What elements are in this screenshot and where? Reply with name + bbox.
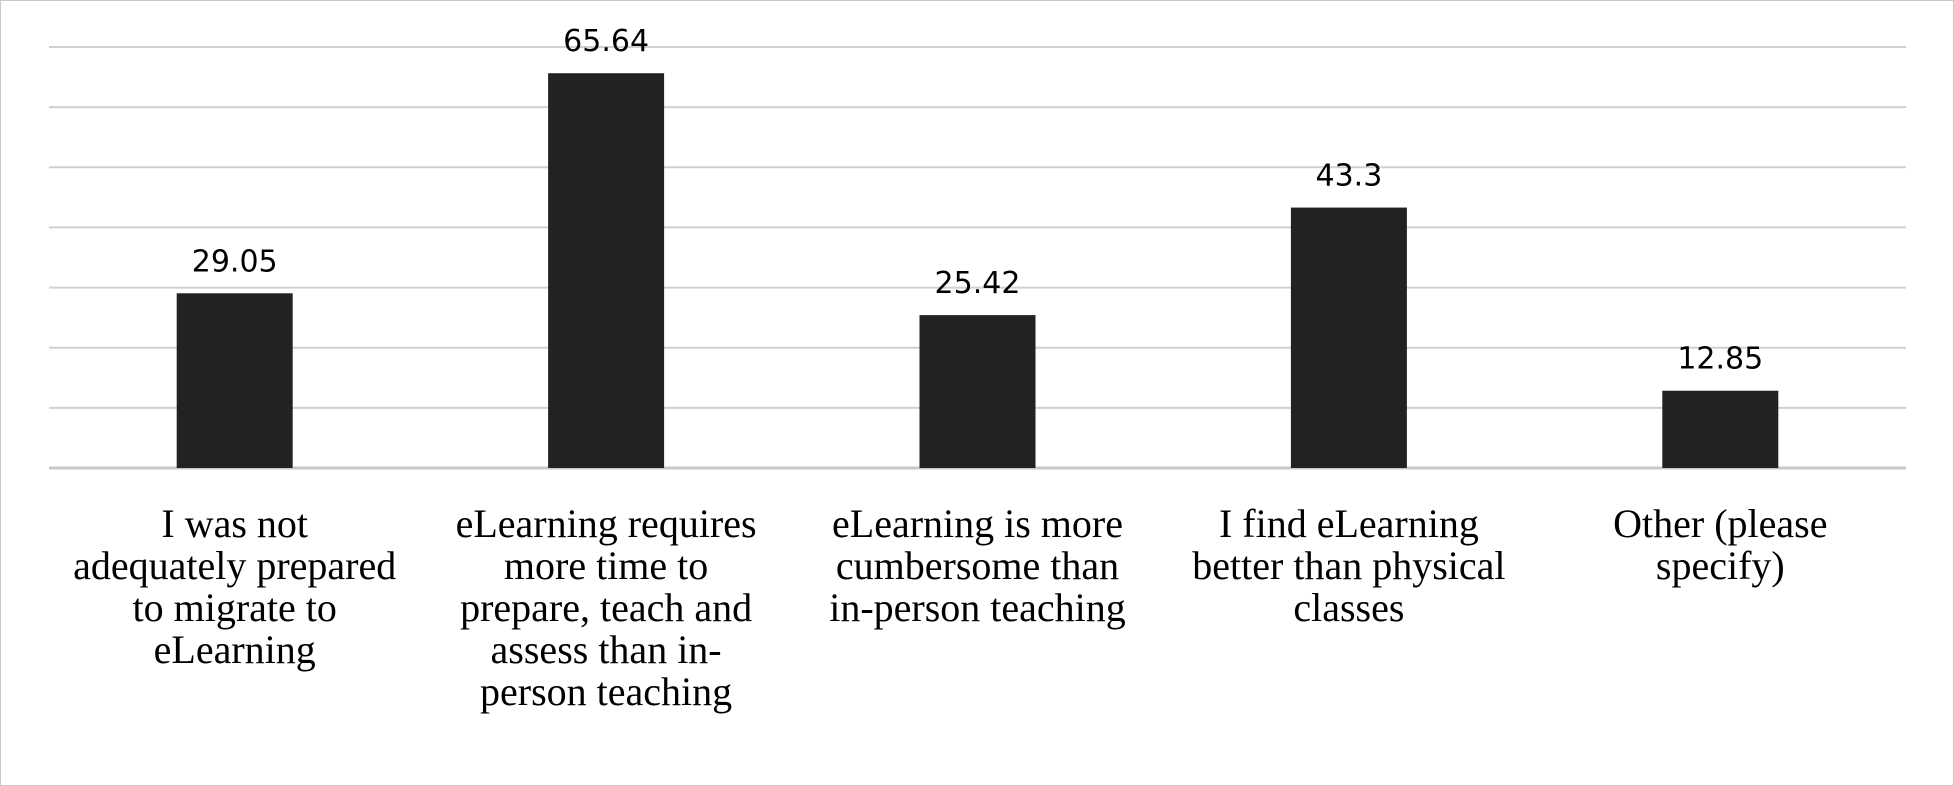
category-label-1: I was not adequately prepared to migrate t… [73, 501, 396, 672]
bar-2 [548, 73, 665, 468]
data-label-5: 12.85 [1677, 342, 1763, 377]
category-label-line: person teaching [480, 669, 732, 714]
category-label-line: better than physical [1192, 543, 1505, 588]
category-label-line: specify) [1656, 543, 1785, 588]
category-label-line: assess than in- [491, 627, 722, 672]
category-label-5: Other (please specify) [1613, 501, 1827, 588]
value-labels: 29.05 65.64 25.42 43.3 12.85 [192, 24, 1763, 376]
category-label-4: I find eLearning better than physical clas… [1192, 501, 1505, 630]
bar-1 [176, 293, 293, 468]
category-label-3: eLearning is more cumbersome than in-perso… [829, 501, 1126, 630]
data-label-3: 25.42 [935, 266, 1021, 301]
bar-4 [1290, 207, 1407, 468]
gridlines [49, 46, 1906, 470]
category-label-line: I was not [161, 501, 308, 546]
category-label-line: to migrate to [132, 585, 336, 630]
category-label-line: in-person teaching [829, 585, 1126, 630]
category-label-line: more time to [504, 543, 708, 588]
category-label-line: prepare, teach and [460, 585, 752, 630]
category-label-line: eLearning is more [832, 501, 1123, 546]
category-label-line: adequately prepared [73, 543, 396, 588]
category-label-line: I find eLearning [1219, 501, 1479, 546]
category-label-2: eLearning requires more time to prepare, t… [456, 501, 757, 714]
data-label-4: 43.3 [1316, 159, 1383, 194]
data-label-1: 29.05 [192, 244, 278, 279]
category-labels: I was not adequately prepared to migrate t… [73, 501, 1827, 714]
category-label-line: cumbersome than [836, 543, 1119, 588]
bar-3 [919, 315, 1036, 468]
category-label-line: Other (please [1613, 501, 1827, 546]
data-label-2: 65.64 [563, 24, 649, 59]
category-label-line: classes [1293, 585, 1404, 630]
category-label-line: eLearning [154, 627, 316, 672]
bar-5 [1662, 390, 1779, 468]
category-label-line: eLearning requires [456, 501, 757, 546]
bars [176, 73, 1779, 468]
